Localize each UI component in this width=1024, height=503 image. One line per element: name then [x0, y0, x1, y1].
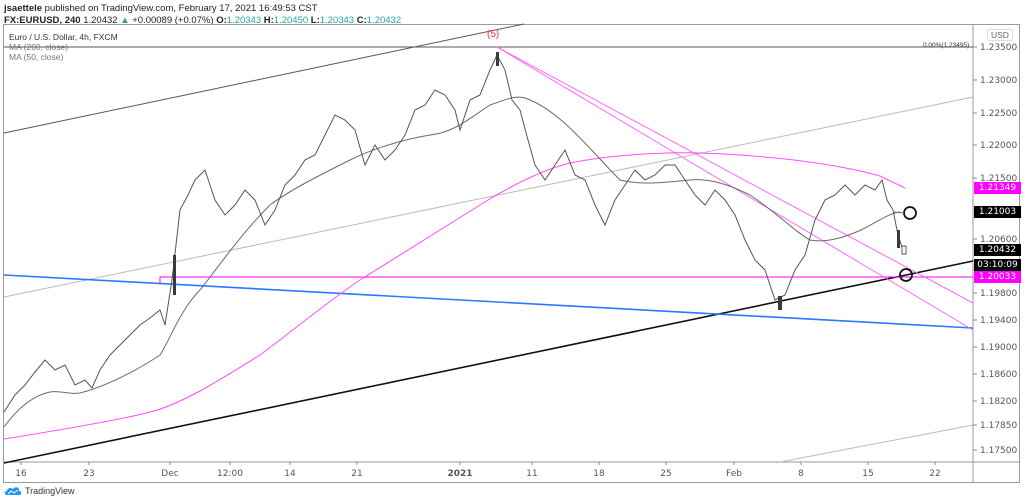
currency-badge[interactable]: USD [987, 29, 1013, 41]
legend-title: Euro / U.S. Dollar, 4h, FXCM [9, 32, 118, 42]
fib-level-label: 0.00%(1.23495) [923, 42, 970, 49]
confluence-circle-marker[interactable] [899, 268, 913, 282]
ma200-price-badge: 1.21349 [974, 182, 1021, 194]
y-tick: 1.23500 [980, 43, 1017, 53]
x-tick: 15 [862, 469, 873, 479]
x-tick: 12:00 [217, 469, 243, 479]
open-label: O: [216, 15, 227, 26]
symbol-label: FX:EURUSD, 240 [4, 15, 81, 26]
chart-legend: Euro / U.S. Dollar, 4h, FXCM MA (200, cl… [9, 32, 118, 62]
publish-info: jsaettele published on TradingView.com, … [4, 3, 318, 14]
x-tick: 16 [15, 469, 27, 479]
close-value: 1.20432 [366, 15, 402, 26]
wave-5-label: (5) [487, 29, 500, 40]
high-label: H: [263, 15, 274, 26]
horizontal-level-badge: 1.20033 [974, 271, 1021, 283]
legend-ma200[interactable]: MA (200, close) [9, 42, 69, 52]
last-price: 1.20432 [83, 15, 118, 26]
y-tick: 1.20600 [980, 235, 1017, 245]
x-tick: 8 [798, 469, 804, 479]
low-label: L: [310, 15, 320, 26]
y-tick: 1.17500 [980, 446, 1017, 456]
price-change: +0.00089 (+0.07%) [132, 15, 214, 26]
low-value: 1.20343 [319, 15, 355, 26]
high-value: 1.20450 [273, 15, 309, 26]
y-tick: 1.17850 [980, 421, 1017, 431]
y-tick: 1.21500 [980, 174, 1017, 184]
horizontal-level-line[interactable] [159, 276, 973, 284]
black-trendline[interactable] [3, 260, 974, 464]
x-tick: 2021 [447, 469, 472, 479]
symbol-info-bar: FX:EURUSD, 240 1.20432 ▲ +0.00089 (+0.07… [4, 15, 401, 26]
x-tick: 14 [284, 469, 296, 479]
blue-trendline[interactable] [3, 274, 974, 329]
y-tick: 1.22500 [980, 109, 1017, 119]
last-price-badge: 1.20432 [974, 244, 1021, 256]
y-tick: 1.18600 [980, 370, 1017, 380]
mid-channel-line[interactable] [3, 96, 974, 298]
tradingview-brand[interactable]: TradingView [4, 486, 75, 496]
ma50-line[interactable] [3, 96, 901, 428]
upper-channel-line[interactable] [3, 23, 525, 134]
x-tick: 21 [351, 469, 362, 479]
magenta-downtrend-line-2[interactable] [496, 46, 974, 304]
ma50-connector [892, 211, 905, 214]
y-tick: 1.19800 [980, 289, 1017, 299]
y-tick: 1.22000 [980, 141, 1017, 151]
brand-name: TradingView [25, 486, 75, 496]
lower-grey-channel-line[interactable] [779, 424, 974, 463]
time-axis[interactable]: 16 23 Dec 12:00 14 21 2021 11 18 25 Feb … [15, 462, 941, 479]
open-value: 1.20343 [226, 15, 262, 26]
legend-ma50[interactable]: MA (50, close) [9, 52, 64, 62]
y-tick: 1.18200 [980, 397, 1017, 407]
ma200-line[interactable] [3, 152, 906, 440]
y-tick: 1.19000 [980, 343, 1017, 353]
price-axis[interactable]: 1.23500 1.23000 1.22500 1.22000 1.21500 … [973, 43, 1017, 456]
x-tick: 18 [593, 469, 605, 479]
ma50-circle-marker[interactable] [903, 206, 917, 220]
x-tick: 11 [526, 469, 537, 479]
y-tick: 1.23000 [980, 76, 1017, 86]
ma50-price-badge: 1.21003 [974, 206, 1021, 218]
publish-text: published on TradingView.com, February 1… [44, 3, 318, 14]
x-tick: 23 [83, 469, 94, 479]
publisher-name[interactable]: jsaettele [4, 3, 43, 14]
x-tick: Feb [726, 469, 742, 479]
countdown-badge: 03:10:09 [974, 259, 1021, 271]
tradingview-cloud-icon [4, 487, 22, 495]
candlestick-series[interactable] [3, 52, 907, 413]
close-label: C: [356, 15, 367, 26]
x-tick: 22 [929, 469, 940, 479]
y-tick: 1.19400 [980, 316, 1017, 326]
up-arrow-icon: ▲ [120, 15, 130, 26]
x-tick: 25 [660, 469, 671, 479]
x-tick: Dec [161, 469, 178, 479]
